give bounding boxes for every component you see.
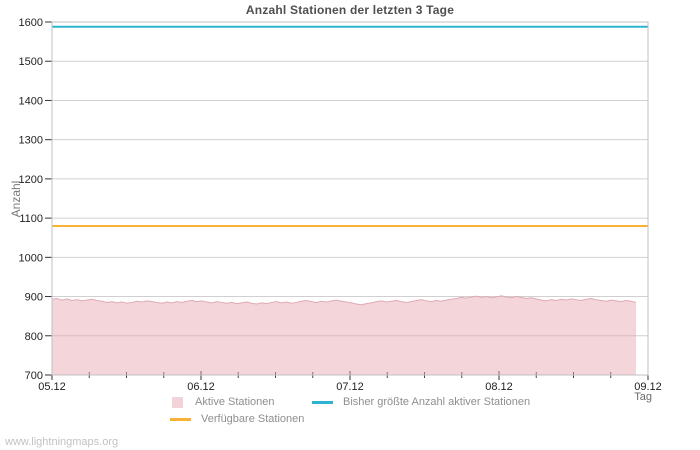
legend-label: Bisher größte Anzahl aktiver Stationen: [343, 396, 531, 408]
legend-item-aktive-stationen: Aktive Stationen: [172, 395, 275, 409]
svg-text:700: 700: [25, 370, 43, 382]
svg-text:05.12: 05.12: [38, 381, 66, 393]
legend-label: Verfügbare Stationen: [201, 413, 305, 425]
svg-text:1000: 1000: [19, 252, 43, 264]
legend-item-verfuegbare-stationen: Verfügbare Stationen: [170, 412, 304, 426]
svg-text:08.12: 08.12: [485, 381, 513, 393]
svg-text:07.12: 07.12: [336, 381, 364, 393]
watermark: www.lightningmaps.org: [5, 436, 119, 448]
svg-text:09.12: 09.12: [634, 381, 662, 393]
svg-text:800: 800: [25, 331, 43, 343]
x-axis-label: Tag: [634, 391, 652, 403]
svg-text:1600: 1600: [19, 17, 43, 29]
svg-text:1100: 1100: [19, 213, 43, 225]
svg-text:1300: 1300: [19, 135, 43, 147]
chart-title: Anzahl Stationen der letzten 3 Tage: [245, 3, 455, 17]
line-swatch-icon: [170, 417, 191, 421]
svg-text:900: 900: [25, 292, 43, 304]
line-swatch-icon: [312, 400, 333, 404]
svg-text:1200: 1200: [19, 174, 43, 186]
area-swatch-icon: [172, 396, 183, 408]
legend-label: Aktive Stationen: [195, 396, 275, 408]
svg-text:1500: 1500: [19, 56, 43, 68]
svg-text:1400: 1400: [19, 95, 43, 107]
legend-item-bisher-groesste: Bisher größte Anzahl aktiver Stationen: [312, 395, 530, 409]
svg-text:06.12: 06.12: [187, 381, 215, 393]
